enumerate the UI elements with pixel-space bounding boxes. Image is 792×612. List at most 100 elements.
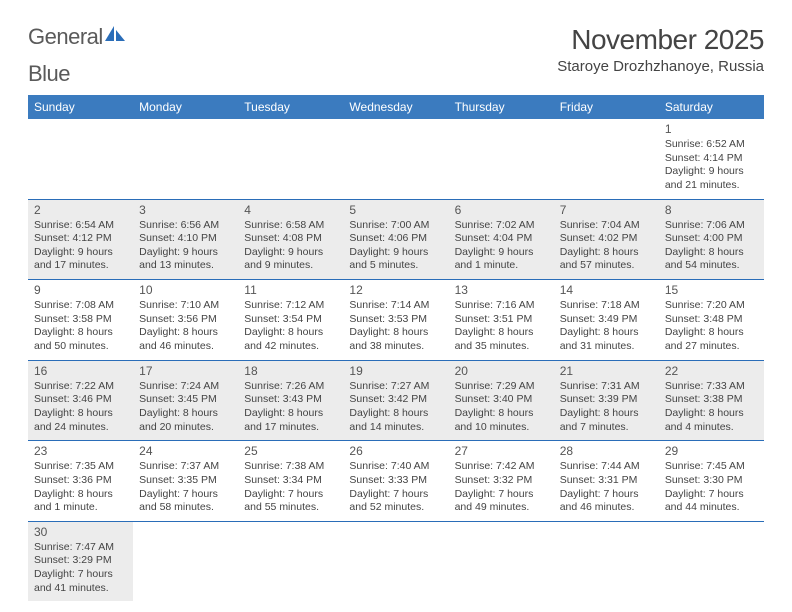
calendar-table: Sunday Monday Tuesday Wednesday Thursday… bbox=[28, 95, 764, 601]
day-detail-line: and 13 minutes. bbox=[139, 259, 232, 273]
day-cell bbox=[343, 521, 448, 601]
day-detail-line: Sunset: 3:34 PM bbox=[244, 474, 337, 488]
day-detail-line: Daylight: 8 hours bbox=[455, 326, 548, 340]
day-detail-line: and 14 minutes. bbox=[349, 421, 442, 435]
day-detail-line: Sunset: 3:35 PM bbox=[139, 474, 232, 488]
day-detail-line: Sunset: 3:45 PM bbox=[139, 393, 232, 407]
day-number: 5 bbox=[349, 203, 442, 217]
day-cell bbox=[343, 119, 448, 199]
day-detail-line: Sunset: 3:29 PM bbox=[34, 554, 127, 568]
day-detail-line: Daylight: 8 hours bbox=[560, 246, 653, 260]
day-cell: 26Sunrise: 7:40 AMSunset: 3:33 PMDayligh… bbox=[343, 441, 448, 522]
day-number: 4 bbox=[244, 203, 337, 217]
day-cell: 7Sunrise: 7:04 AMSunset: 4:02 PMDaylight… bbox=[554, 199, 659, 280]
day-cell: 21Sunrise: 7:31 AMSunset: 3:39 PMDayligh… bbox=[554, 360, 659, 441]
week-row: 16Sunrise: 7:22 AMSunset: 3:46 PMDayligh… bbox=[28, 360, 764, 441]
day-cell bbox=[238, 521, 343, 601]
day-number: 15 bbox=[665, 283, 758, 297]
day-detail-line: Sunrise: 7:27 AM bbox=[349, 380, 442, 394]
day-detail-line: Daylight: 8 hours bbox=[34, 488, 127, 502]
calendar-head: Sunday Monday Tuesday Wednesday Thursday… bbox=[28, 95, 764, 119]
day-number: 25 bbox=[244, 444, 337, 458]
day-detail-line: and 5 minutes. bbox=[349, 259, 442, 273]
day-detail-line: Sunset: 3:56 PM bbox=[139, 313, 232, 327]
day-detail-line: Sunrise: 7:06 AM bbox=[665, 219, 758, 233]
day-cell bbox=[449, 521, 554, 601]
dayhdr-tue: Tuesday bbox=[238, 95, 343, 119]
day-detail-line: Daylight: 8 hours bbox=[349, 326, 442, 340]
week-row: 2Sunrise: 6:54 AMSunset: 4:12 PMDaylight… bbox=[28, 199, 764, 280]
week-row: 9Sunrise: 7:08 AMSunset: 3:58 PMDaylight… bbox=[28, 280, 764, 361]
day-cell bbox=[554, 119, 659, 199]
day-detail-line: Sunrise: 7:37 AM bbox=[139, 460, 232, 474]
day-detail-line: and 17 minutes. bbox=[244, 421, 337, 435]
day-detail-line: and 41 minutes. bbox=[34, 582, 127, 596]
day-number: 30 bbox=[34, 525, 127, 539]
day-number: 7 bbox=[560, 203, 653, 217]
day-cell: 9Sunrise: 7:08 AMSunset: 3:58 PMDaylight… bbox=[28, 280, 133, 361]
day-detail-line: Sunset: 3:39 PM bbox=[560, 393, 653, 407]
day-detail-line: Sunrise: 7:08 AM bbox=[34, 299, 127, 313]
day-detail-line: Sunset: 3:54 PM bbox=[244, 313, 337, 327]
day-detail-line: Sunrise: 6:54 AM bbox=[34, 219, 127, 233]
day-detail-line: Sunrise: 7:47 AM bbox=[34, 541, 127, 555]
day-detail-line: Daylight: 7 hours bbox=[560, 488, 653, 502]
day-detail-line: and 46 minutes. bbox=[139, 340, 232, 354]
day-detail-line: Daylight: 8 hours bbox=[455, 407, 548, 421]
day-detail-line: Sunrise: 7:18 AM bbox=[560, 299, 653, 313]
day-detail-line: and 20 minutes. bbox=[139, 421, 232, 435]
day-detail-line: Sunset: 4:06 PM bbox=[349, 232, 442, 246]
day-detail-line: Sunrise: 7:38 AM bbox=[244, 460, 337, 474]
dayhdr-wed: Wednesday bbox=[343, 95, 448, 119]
day-cell bbox=[28, 119, 133, 199]
day-detail-line: Daylight: 7 hours bbox=[34, 568, 127, 582]
day-detail-line: and 44 minutes. bbox=[665, 501, 758, 515]
day-detail-line: Sunset: 3:58 PM bbox=[34, 313, 127, 327]
day-cell: 12Sunrise: 7:14 AMSunset: 3:53 PMDayligh… bbox=[343, 280, 448, 361]
day-detail-line: Sunrise: 7:20 AM bbox=[665, 299, 758, 313]
day-detail-line: and 9 minutes. bbox=[244, 259, 337, 273]
day-detail-line: Sunset: 3:42 PM bbox=[349, 393, 442, 407]
day-detail-line: Sunrise: 7:44 AM bbox=[560, 460, 653, 474]
day-cell: 5 Sunrise: 7:00 AMSunset: 4:06 PMDaylight… bbox=[343, 199, 448, 280]
day-detail-line: Sunrise: 6:56 AM bbox=[139, 219, 232, 233]
day-detail-line: Sunset: 3:32 PM bbox=[455, 474, 548, 488]
day-detail-line: Daylight: 9 hours bbox=[349, 246, 442, 260]
day-cell: 1Sunrise: 6:52 AMSunset: 4:14 PMDaylight… bbox=[659, 119, 764, 199]
day-detail-line: Sunrise: 7:42 AM bbox=[455, 460, 548, 474]
day-detail-line: Sunrise: 7:12 AM bbox=[244, 299, 337, 313]
day-detail-line: Sunset: 4:00 PM bbox=[665, 232, 758, 246]
day-detail-line: and 21 minutes. bbox=[665, 179, 758, 193]
day-number: 26 bbox=[349, 444, 442, 458]
day-number: 6 bbox=[455, 203, 548, 217]
day-detail-line: Sunset: 3:30 PM bbox=[665, 474, 758, 488]
day-detail-line: and 46 minutes. bbox=[560, 501, 653, 515]
day-detail-line: Sunrise: 7:31 AM bbox=[560, 380, 653, 394]
day-detail-line: Sunset: 3:43 PM bbox=[244, 393, 337, 407]
day-number: 14 bbox=[560, 283, 653, 297]
day-detail-line: Sunset: 4:04 PM bbox=[455, 232, 548, 246]
day-number: 2 bbox=[34, 203, 127, 217]
day-detail-line: Daylight: 7 hours bbox=[139, 488, 232, 502]
day-detail-line: Sunrise: 7:00 AM bbox=[349, 219, 442, 233]
day-cell: 25Sunrise: 7:38 AMSunset: 3:34 PMDayligh… bbox=[238, 441, 343, 522]
day-detail-line: and 24 minutes. bbox=[34, 421, 127, 435]
day-number: 3 bbox=[139, 203, 232, 217]
day-number: 23 bbox=[34, 444, 127, 458]
day-cell: 30 Sunrise: 7:47 AMSunset: 3:29 PMDayligh… bbox=[28, 521, 133, 601]
day-detail-line: Sunset: 4:10 PM bbox=[139, 232, 232, 246]
day-detail-line: Daylight: 9 hours bbox=[665, 165, 758, 179]
day-detail-line: Daylight: 7 hours bbox=[665, 488, 758, 502]
day-detail-line: Sunrise: 7:16 AM bbox=[455, 299, 548, 313]
day-cell: 18Sunrise: 7:26 AMSunset: 3:43 PMDayligh… bbox=[238, 360, 343, 441]
month-title: November 2025 bbox=[557, 24, 764, 56]
day-detail-line: and 42 minutes. bbox=[244, 340, 337, 354]
day-cell: 28Sunrise: 7:44 AMSunset: 3:31 PMDayligh… bbox=[554, 441, 659, 522]
day-detail-line: Sunrise: 6:58 AM bbox=[244, 219, 337, 233]
day-number: 27 bbox=[455, 444, 548, 458]
day-detail-line: Daylight: 8 hours bbox=[665, 326, 758, 340]
day-detail-line: and 55 minutes. bbox=[244, 501, 337, 515]
day-detail-line: and 52 minutes. bbox=[349, 501, 442, 515]
day-cell bbox=[133, 119, 238, 199]
day-detail-line: Sunrise: 7:40 AM bbox=[349, 460, 442, 474]
